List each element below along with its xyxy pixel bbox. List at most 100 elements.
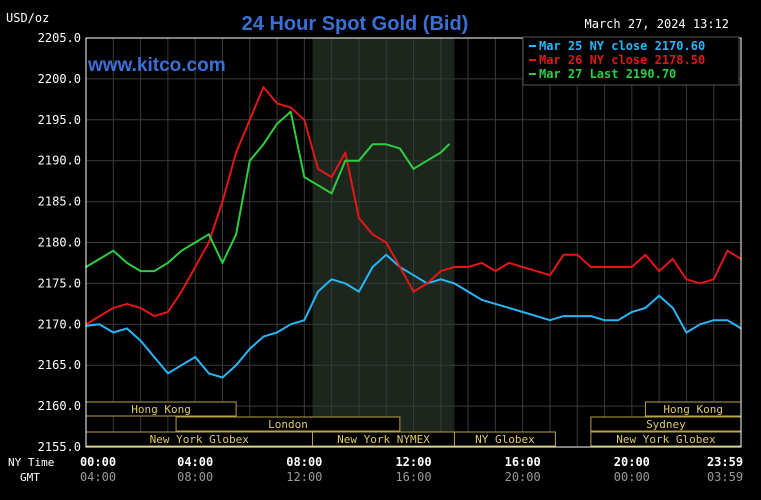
data-point	[467, 266, 469, 268]
x-tick-label-ny: 04:00	[177, 455, 213, 469]
x-tick-label-ny: 16:00	[505, 455, 541, 469]
data-point	[371, 233, 374, 236]
data-point	[126, 327, 128, 330]
data-point	[535, 315, 538, 318]
data-point	[699, 323, 701, 326]
x-tick-label-ny: 12:00	[395, 455, 431, 469]
data-point	[330, 192, 333, 195]
data-point	[166, 311, 169, 313]
data-point	[98, 315, 101, 318]
data-point	[644, 307, 647, 309]
data-point	[180, 249, 183, 252]
y-tick-label: 2170.0	[38, 317, 81, 331]
y-tick-label: 2155.0	[38, 440, 81, 454]
data-point	[398, 266, 401, 268]
data-point	[712, 319, 715, 322]
data-point	[153, 270, 156, 273]
data-point	[699, 282, 701, 285]
data-point	[317, 290, 319, 293]
x-tick-label-gmt: 20:00	[505, 470, 541, 484]
data-point	[453, 282, 456, 285]
data-point	[521, 311, 524, 313]
data-point	[207, 233, 210, 236]
x-tick-label-gmt: 04:00	[80, 470, 116, 484]
data-point	[221, 200, 224, 203]
data-point	[480, 298, 483, 301]
data-point	[426, 282, 429, 285]
data-point	[508, 262, 510, 264]
session-bar	[453, 431, 556, 447]
y-tick-label: 2195.0	[38, 113, 81, 127]
data-point	[385, 253, 388, 256]
session-label: Hong Kong	[663, 403, 723, 416]
session-label: New York NYMEX	[337, 433, 430, 446]
data-point	[358, 159, 360, 162]
x-tick-label-ny: 08:00	[286, 455, 322, 469]
data-point	[248, 118, 251, 121]
data-point	[303, 176, 306, 178]
data-point	[630, 311, 633, 313]
data-point	[289, 323, 292, 326]
data-point	[448, 143, 450, 146]
data-point	[126, 262, 128, 264]
data-point	[453, 266, 456, 268]
data-point	[303, 118, 306, 121]
legend-entry: Mar 26 NY close 2178.50	[539, 53, 705, 67]
data-point	[549, 319, 551, 322]
data-point	[207, 241, 210, 244]
data-point	[153, 356, 156, 358]
data-point	[576, 253, 579, 256]
data-point	[194, 266, 197, 268]
data-point	[344, 282, 347, 285]
session-label: New York Globex	[616, 433, 716, 446]
data-point	[180, 364, 183, 367]
data-point	[385, 241, 388, 244]
y-tick-label: 2180.0	[38, 236, 81, 250]
data-point	[549, 274, 551, 277]
x-tick-label-gmt: 08:00	[177, 470, 213, 484]
data-point	[317, 184, 319, 187]
data-point	[412, 274, 415, 277]
data-point	[289, 106, 292, 109]
legend-entry: Mar 27 Last 2190.70	[539, 67, 676, 81]
data-point	[494, 302, 497, 305]
data-point	[317, 167, 319, 170]
legend-box	[522, 36, 740, 86]
legend-entry: Mar 25 NY close 2170.60	[539, 39, 705, 53]
data-point	[467, 290, 469, 293]
data-point	[235, 364, 238, 367]
data-point	[303, 319, 306, 322]
data-point	[344, 151, 347, 154]
data-point	[426, 159, 429, 162]
data-point	[617, 319, 620, 322]
session-label: Hong Kong	[131, 403, 191, 416]
data-point	[712, 278, 715, 281]
data-point	[589, 266, 592, 268]
data-point	[480, 262, 483, 264]
y-tick-label: 2165.0	[38, 358, 81, 372]
data-point	[685, 331, 688, 334]
data-point	[630, 266, 633, 268]
data-point	[139, 270, 142, 273]
data-point	[276, 122, 278, 125]
data-point	[276, 102, 278, 105]
data-point	[221, 376, 224, 379]
x-tick-label-ny: 20:00	[614, 455, 650, 469]
data-point	[603, 319, 606, 322]
timestamp: March 27, 2024 13:12	[585, 17, 730, 31]
data-point	[576, 315, 579, 318]
ny-time-row-label: NY Time	[8, 456, 54, 469]
series-lines	[85, 86, 742, 379]
data-point	[207, 372, 210, 375]
data-point	[139, 307, 142, 309]
y-tick-label: 2175.0	[38, 276, 81, 290]
data-point	[589, 315, 592, 318]
data-point	[126, 302, 128, 305]
session-label: London	[268, 418, 308, 431]
x-tick-label-gmt: 16:00	[395, 470, 431, 484]
data-point	[112, 307, 115, 309]
y-tick-label: 2200.0	[38, 72, 81, 86]
data-point	[194, 241, 197, 244]
session-label: Sydney	[646, 418, 686, 431]
data-point	[358, 217, 360, 219]
